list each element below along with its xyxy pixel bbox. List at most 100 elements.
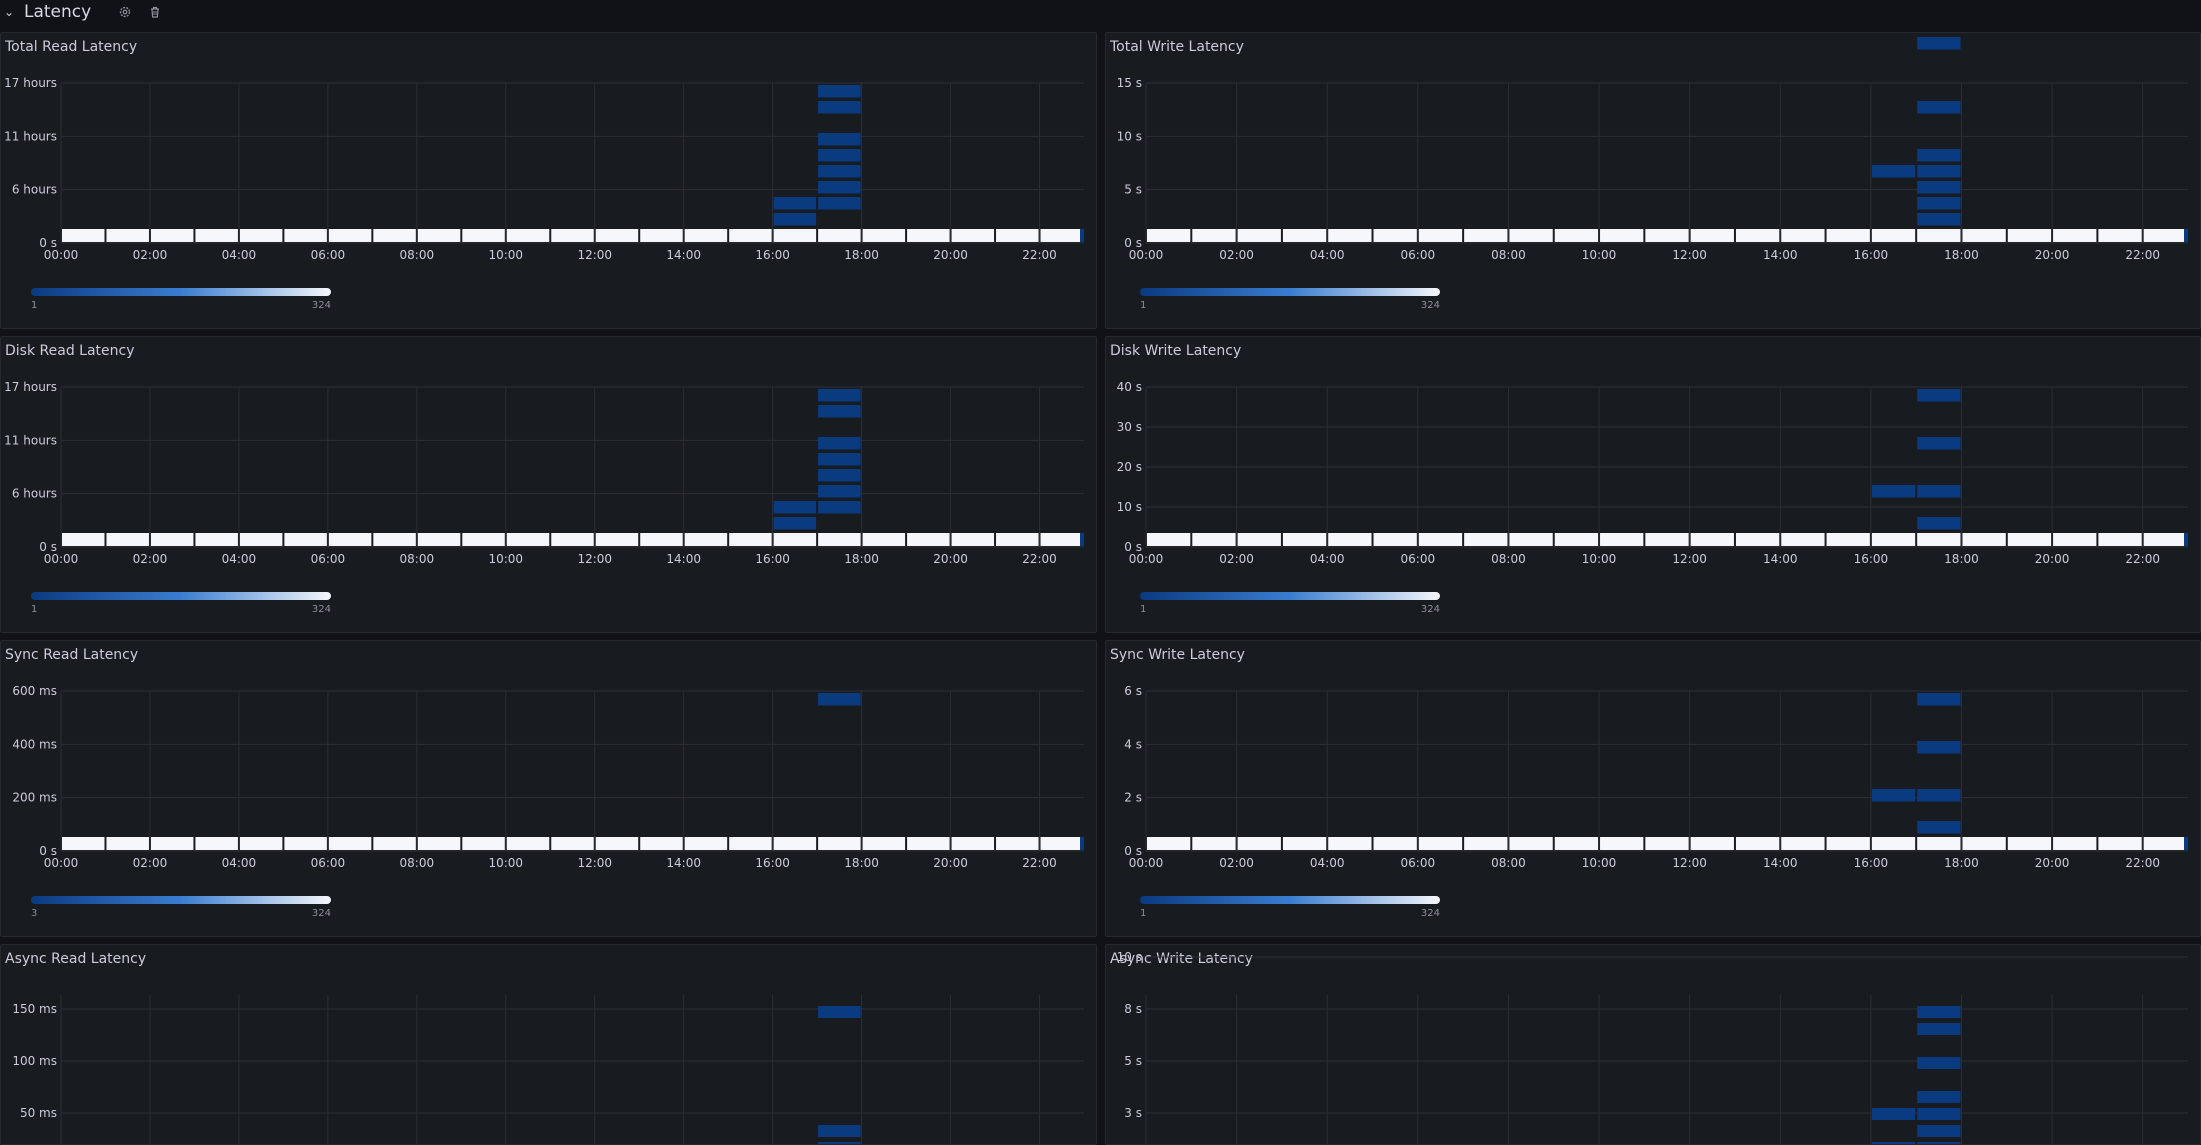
heatmap-cell bbox=[1917, 517, 1961, 530]
heatmap-cell bbox=[1917, 165, 1961, 178]
heatmap-cell bbox=[1871, 1142, 1916, 1144]
legend-min-label: 1 bbox=[1140, 604, 1146, 615]
heatmap-cell bbox=[551, 229, 594, 242]
heatmap-cell bbox=[2098, 837, 2142, 850]
heatmap-cell bbox=[1282, 533, 1327, 546]
heatmap-cell bbox=[328, 837, 372, 850]
heatmap-cell bbox=[1917, 229, 1961, 242]
legend-max-label: 324 bbox=[1421, 908, 1440, 919]
heatmap-cell bbox=[818, 197, 861, 210]
y-tick-label: 5 s bbox=[1124, 183, 1142, 197]
x-tick-label: 04:00 bbox=[222, 856, 257, 870]
y-tick-label: 100 ms bbox=[12, 1054, 57, 1068]
panel-total-read-latency[interactable]: Total Read Latency 00:00 02:00 04:00 06:00 0… bbox=[0, 32, 1097, 329]
heatmap-cell bbox=[818, 1142, 861, 1144]
heatmap-cell bbox=[1917, 1091, 1961, 1103]
heatmap-cell bbox=[2143, 533, 2187, 546]
heatmap-cell bbox=[773, 533, 817, 546]
heatmap-cell bbox=[1735, 229, 1780, 242]
heatmap-cell bbox=[1917, 149, 1961, 162]
heatmap-cell bbox=[2007, 533, 2052, 546]
x-tick-label: 16:00 bbox=[1854, 248, 1889, 262]
heatmap-cell bbox=[1554, 837, 1599, 850]
heatmap-cell bbox=[818, 501, 861, 514]
heatmap-cell bbox=[1237, 533, 1281, 546]
panel-title[interactable]: Sync Write Latency bbox=[1110, 647, 1245, 663]
heatmap-cell bbox=[907, 533, 950, 546]
heatmap-cell bbox=[818, 101, 861, 114]
x-tick-label: 12:00 bbox=[1672, 856, 1707, 870]
x-tick-label: 20:00 bbox=[933, 552, 968, 566]
heatmap-cell bbox=[951, 229, 995, 242]
x-tick-label: 02:00 bbox=[133, 856, 168, 870]
heatmap-cell bbox=[506, 533, 550, 546]
heatmap-cell bbox=[1464, 229, 1508, 242]
heatmap-cell bbox=[951, 533, 995, 546]
heatmap-chart: 00:00 02:00 04:00 06:00 08:00 10:00 12:00 14:00… bbox=[12, 684, 1084, 919]
color-scale-bar bbox=[31, 288, 331, 296]
heatmap-cell bbox=[818, 485, 861, 498]
x-tick-label: 04:00 bbox=[222, 248, 257, 262]
panel-title[interactable]: Total Write Latency bbox=[1110, 39, 1244, 55]
heatmap-cell bbox=[1826, 533, 1870, 546]
heatmap-cell bbox=[150, 533, 194, 546]
trash-icon[interactable] bbox=[145, 2, 165, 22]
x-tick-label: 22:00 bbox=[2125, 856, 2160, 870]
heatmap-cell bbox=[818, 85, 861, 98]
heatmap-cell bbox=[1871, 165, 1916, 178]
legend-min-label: 1 bbox=[31, 300, 37, 311]
heatmap-cell bbox=[1917, 37, 1961, 50]
chevron-down-icon[interactable]: ⌄ bbox=[4, 5, 15, 19]
panel-title[interactable]: Disk Read Latency bbox=[5, 343, 135, 359]
heatmap-cell bbox=[1690, 229, 1734, 242]
legend-min-label: 1 bbox=[1140, 300, 1146, 311]
heatmap-cell bbox=[862, 533, 906, 546]
heatmap-cell bbox=[1418, 837, 1463, 850]
gear-icon[interactable] bbox=[115, 2, 135, 22]
panel-title[interactable]: Async Read Latency bbox=[5, 951, 147, 967]
legend-max-label: 324 bbox=[312, 604, 331, 615]
heatmap-cell bbox=[1328, 837, 1372, 850]
heatmap-cell bbox=[1464, 533, 1508, 546]
y-tick-label: 5 s bbox=[1124, 1054, 1142, 1068]
y-tick-label: 8 s bbox=[1124, 1002, 1142, 1016]
panel-sync-write-latency[interactable]: Sync Write Latency 00:00 02:00 04:00 06:00 0… bbox=[1105, 640, 2201, 937]
heatmap-cell bbox=[373, 837, 416, 850]
heatmap-cell bbox=[1871, 837, 1916, 850]
heatmap-cell bbox=[551, 533, 594, 546]
heatmap-cell bbox=[818, 437, 861, 450]
legend-min-label: 1 bbox=[31, 604, 37, 615]
x-tick-label: 18:00 bbox=[844, 856, 879, 870]
panel-total-write-latency[interactable]: Total Write Latency 00:00 02:00 04:00 06:00… bbox=[1105, 32, 2201, 329]
heatmap-cell bbox=[684, 837, 728, 850]
heatmap-cell bbox=[1040, 837, 1083, 850]
y-tick-label: 17 hours bbox=[4, 76, 57, 90]
x-tick-label: 08:00 bbox=[1491, 856, 1526, 870]
panel-sync-read-latency[interactable]: Sync Read Latency 00:00 02:00 04:00 06:00 08… bbox=[0, 640, 1097, 937]
panel-title[interactable]: Async Write Latency bbox=[1110, 951, 1253, 967]
panel-disk-read-latency[interactable]: Disk Read Latency 00:00 02:00 04:00 06:00 08… bbox=[0, 336, 1097, 633]
heatmap-cell bbox=[773, 837, 817, 850]
heatmap-cell bbox=[996, 533, 1039, 546]
row-title[interactable]: Latency bbox=[24, 2, 92, 22]
y-tick-label: 10 s bbox=[1117, 129, 1142, 143]
panel-title[interactable]: Sync Read Latency bbox=[5, 647, 139, 663]
heatmap-cell bbox=[1147, 533, 1191, 546]
panel-async-read-latency[interactable]: Async Read Latency 50 ms 100 ms 150 ms bbox=[0, 944, 1097, 1145]
x-tick-label: 22:00 bbox=[1022, 248, 1057, 262]
x-tick-label: 20:00 bbox=[933, 248, 968, 262]
x-tick-label: 04:00 bbox=[222, 552, 257, 566]
color-scale-bar bbox=[1140, 288, 1440, 296]
x-tick-label: 20:00 bbox=[2035, 856, 2070, 870]
panel-title[interactable]: Disk Write Latency bbox=[1110, 343, 1242, 359]
heatmap-cell bbox=[62, 229, 105, 242]
x-tick-label: 12:00 bbox=[577, 552, 612, 566]
x-tick-label: 14:00 bbox=[666, 248, 701, 262]
heatmap-cell bbox=[239, 837, 283, 850]
panel-disk-write-latency[interactable]: Disk Write Latency 00:00 02:00 04:00 06:00 0… bbox=[1105, 336, 2201, 633]
heatmap-cell bbox=[818, 693, 861, 706]
x-tick-label: 04:00 bbox=[1310, 552, 1345, 566]
heatmap-cell bbox=[1373, 533, 1417, 546]
panel-title[interactable]: Total Read Latency bbox=[5, 39, 138, 55]
panel-async-write-latency[interactable]: Async Write Latency 3 s 5 s 8 s 10 s bbox=[1105, 944, 2201, 1145]
